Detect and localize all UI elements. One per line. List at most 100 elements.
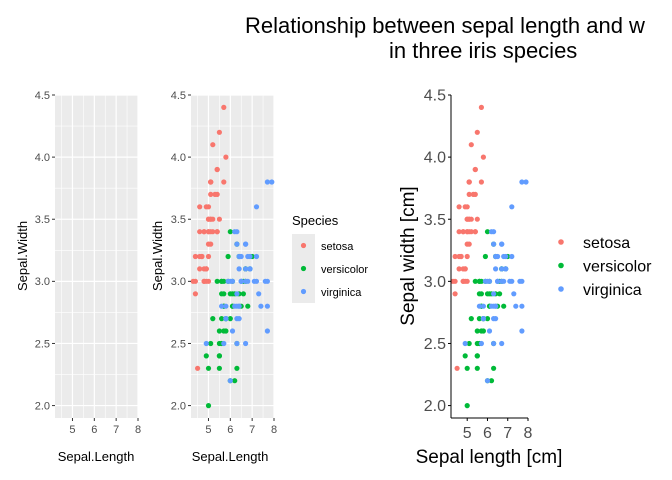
- data-point-setosa: [197, 266, 203, 272]
- data-point-setosa: [456, 253, 462, 260]
- data-point-virginica: [493, 266, 499, 272]
- data-point-versicolor: [462, 353, 468, 359]
- x-tick-label: 6: [227, 424, 233, 436]
- data-point-virginica: [501, 253, 507, 260]
- data-point-virginica: [232, 229, 238, 235]
- data-point-setosa: [201, 278, 207, 284]
- x-tick-label: 7: [113, 424, 119, 436]
- y-tick-label: 3.0: [424, 274, 446, 291]
- data-point-versicolor: [203, 353, 209, 359]
- legend-1-key-versicolor: [300, 265, 307, 272]
- data-point-virginica: [480, 303, 486, 309]
- data-point-virginica: [499, 241, 505, 247]
- data-point-virginica: [491, 316, 497, 322]
- data-point-virginica: [256, 291, 262, 297]
- panel-3-legend: setosa versicolor virginica: [558, 235, 652, 299]
- data-point-versicolor: [227, 316, 233, 322]
- y-tick-label: 2.0: [424, 398, 446, 415]
- data-point-setosa: [197, 204, 203, 210]
- data-point-setosa: [464, 241, 470, 247]
- data-point-versicolor: [466, 340, 472, 347]
- data-point-versicolor: [488, 378, 495, 384]
- data-point-setosa: [456, 229, 462, 235]
- figure-title-line-2: in three iris species: [389, 38, 577, 63]
- legend-1-label-virginica: virginica: [321, 287, 362, 299]
- data-point-virginica: [478, 340, 484, 347]
- panel-2-x-ticks: 5 6 7 8: [205, 418, 277, 436]
- x-tick-label: 5: [205, 424, 211, 436]
- data-point-setosa: [205, 278, 212, 284]
- panel-1-y-ticks: 2.0 2.5 3.0 3.5 4.0 4.5: [35, 90, 55, 412]
- data-point-setosa: [192, 253, 198, 260]
- panel-2-points: [190, 104, 275, 409]
- legend-2-label-setosa: setosa: [583, 235, 630, 252]
- data-point-versicolor: [240, 291, 246, 297]
- data-point-versicolor: [227, 229, 233, 235]
- y-tick-label: 3.5: [35, 214, 50, 226]
- data-point-versicolor: [232, 378, 238, 384]
- data-point-setosa: [205, 241, 212, 247]
- y-tick-label: 2.0: [35, 400, 50, 412]
- data-point-setosa: [466, 179, 472, 185]
- data-point-virginica: [234, 303, 240, 309]
- data-point-setosa: [208, 229, 214, 235]
- x-tick-label: 7: [249, 424, 255, 436]
- data-point-virginica: [264, 179, 270, 185]
- data-point-setosa: [470, 191, 476, 197]
- data-point-setosa: [454, 365, 460, 371]
- data-point-setosa: [468, 216, 474, 222]
- data-point-versicolor: [216, 328, 222, 334]
- data-point-virginica: [221, 340, 227, 347]
- data-point-setosa: [452, 278, 458, 284]
- data-point-versicolor: [474, 340, 480, 347]
- data-point-virginica: [493, 253, 499, 260]
- panel-1-empty: 2.0 2.5 3.0 3.5 4.0 4.5 5 6 7 8 Sepal.Length Sep…: [15, 90, 141, 464]
- data-point-virginica: [486, 328, 493, 334]
- y-tick-label: 3.0: [35, 276, 50, 288]
- data-point-virginica: [509, 253, 515, 260]
- data-point-versicolor: [484, 316, 491, 322]
- data-point-virginica: [245, 253, 251, 260]
- data-point-versicolor: [205, 365, 212, 371]
- data-point-versicolor: [480, 328, 486, 334]
- data-point-virginica: [519, 303, 525, 309]
- data-point-versicolor: [245, 303, 251, 309]
- y-tick-label: 2.0: [171, 400, 186, 412]
- data-point-virginica: [253, 253, 260, 260]
- data-point-virginica: [480, 316, 486, 322]
- y-tick-label: 2.5: [35, 338, 50, 350]
- panel-3-points: [450, 104, 529, 409]
- data-point-versicolor: [464, 403, 470, 409]
- y-tick-label: 4.0: [35, 152, 50, 164]
- x-tick-label: 7: [503, 425, 512, 442]
- data-point-virginica: [519, 278, 525, 284]
- data-point-setosa: [192, 278, 198, 284]
- data-point-setosa: [197, 253, 203, 260]
- data-point-virginica: [462, 340, 468, 347]
- data-point-versicolor: [208, 340, 214, 347]
- data-point-setosa: [456, 266, 462, 272]
- data-point-virginica: [238, 278, 244, 284]
- data-point-virginica: [234, 316, 240, 322]
- data-point-virginica: [243, 266, 249, 272]
- y-tick-label: 4.5: [171, 90, 186, 102]
- data-point-virginica: [495, 278, 501, 284]
- data-point-setosa: [216, 129, 222, 135]
- data-point-setosa: [464, 216, 470, 222]
- data-point-virginica: [513, 303, 519, 309]
- data-point-virginica: [227, 378, 233, 384]
- data-point-setosa: [474, 129, 480, 135]
- legend-2-key-setosa: [558, 239, 564, 245]
- data-point-setosa: [464, 278, 470, 284]
- data-point-versicolor: [221, 278, 227, 284]
- data-point-virginica: [234, 291, 240, 297]
- y-tick-label: 3.5: [424, 212, 446, 229]
- data-point-setosa: [208, 179, 214, 185]
- y-tick-label: 3.0: [171, 276, 186, 288]
- data-point-virginica: [499, 266, 505, 272]
- data-point-virginica: [253, 204, 260, 210]
- legend-2-key-versicolor: [558, 262, 564, 269]
- data-point-versicolor: [497, 291, 503, 297]
- data-point-virginica: [264, 278, 270, 284]
- data-point-setosa: [195, 365, 201, 371]
